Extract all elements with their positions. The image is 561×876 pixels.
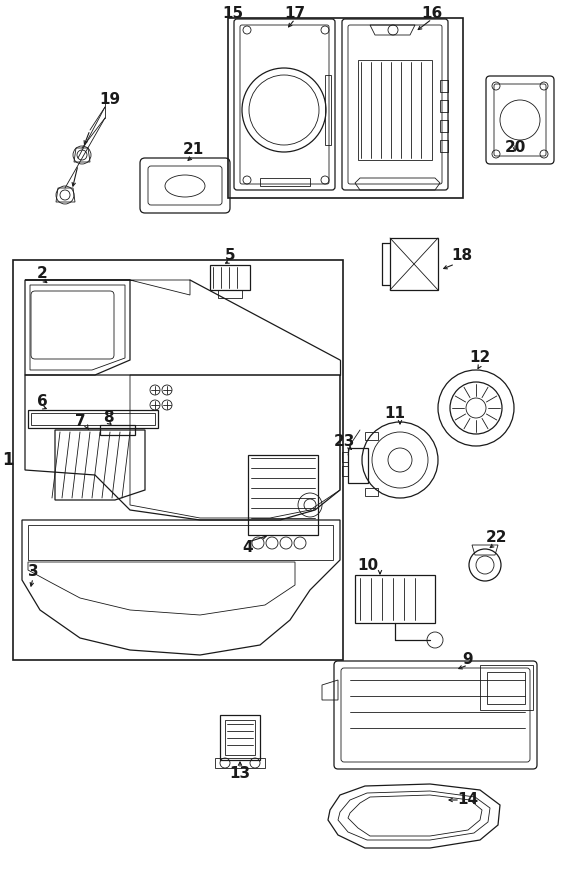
Text: 5: 5 — [225, 249, 235, 264]
Bar — [342, 466, 348, 476]
Text: 12: 12 — [470, 350, 491, 365]
Bar — [390, 238, 438, 290]
Bar — [358, 60, 432, 160]
Bar — [325, 75, 331, 145]
Bar — [31, 413, 155, 425]
Bar — [220, 715, 260, 760]
Bar — [440, 80, 448, 92]
Bar — [228, 18, 463, 198]
Text: 6: 6 — [36, 394, 47, 409]
Text: 17: 17 — [284, 6, 306, 22]
Text: 10: 10 — [357, 557, 379, 573]
Text: 3: 3 — [27, 564, 38, 580]
Text: 18: 18 — [452, 248, 472, 263]
Text: 4: 4 — [243, 540, 254, 555]
Bar — [342, 452, 348, 462]
Text: 7: 7 — [75, 414, 85, 429]
Text: 2: 2 — [36, 265, 47, 280]
Bar — [28, 525, 333, 560]
Text: 13: 13 — [229, 766, 251, 781]
Bar — [440, 120, 448, 132]
Bar — [487, 672, 525, 704]
Bar — [218, 290, 242, 298]
Bar — [348, 448, 368, 483]
Text: 15: 15 — [223, 6, 243, 22]
Bar — [13, 260, 343, 660]
Bar — [225, 720, 255, 755]
Text: 11: 11 — [384, 406, 406, 421]
Text: 8: 8 — [103, 411, 113, 426]
Bar — [440, 140, 448, 152]
Bar — [248, 455, 318, 535]
Text: 19: 19 — [99, 93, 121, 108]
Text: 16: 16 — [421, 6, 443, 22]
Bar — [260, 178, 310, 186]
Text: 1: 1 — [2, 451, 14, 469]
Bar — [28, 410, 158, 428]
Bar — [100, 425, 135, 435]
Bar — [355, 575, 435, 623]
Bar — [210, 265, 250, 290]
Bar — [215, 758, 265, 768]
Bar — [440, 100, 448, 112]
Text: 23: 23 — [333, 434, 355, 449]
Text: 14: 14 — [457, 793, 479, 808]
Text: 9: 9 — [463, 653, 473, 668]
Text: 20: 20 — [504, 140, 526, 156]
Text: 21: 21 — [182, 143, 204, 158]
Text: 22: 22 — [486, 531, 508, 546]
